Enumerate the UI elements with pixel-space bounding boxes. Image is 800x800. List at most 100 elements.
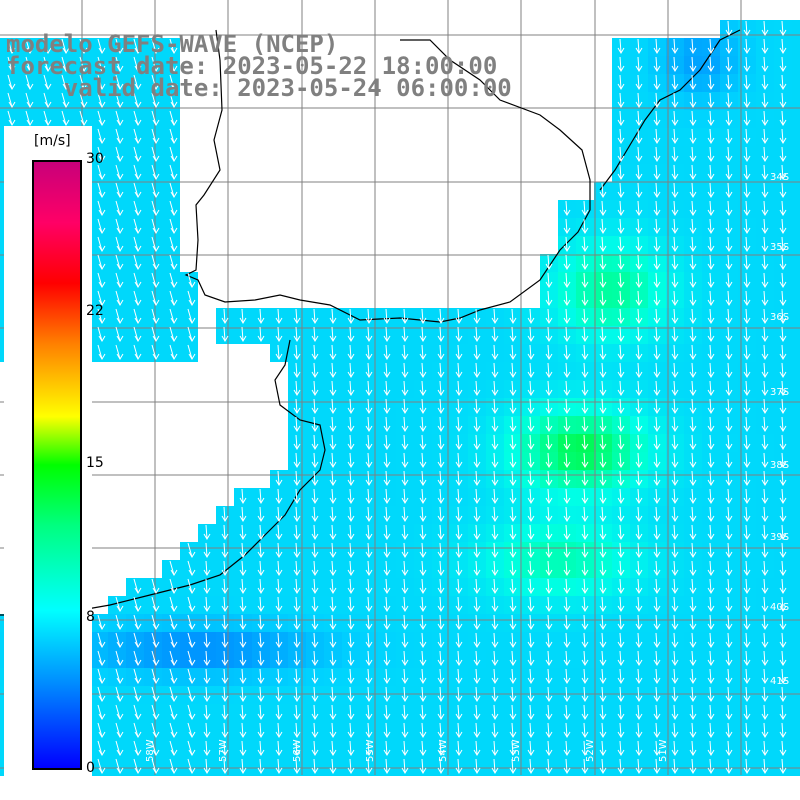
wind-arrow xyxy=(707,218,715,234)
wind-arrow xyxy=(653,506,661,522)
wind-arrow xyxy=(563,272,571,288)
wind-arrow xyxy=(545,344,553,360)
wind-cell xyxy=(90,110,108,128)
wind-arrow xyxy=(221,542,229,558)
wind-arrow xyxy=(61,74,70,90)
wind-arrow xyxy=(671,92,679,108)
wind-cell xyxy=(54,92,72,110)
wind-arrow xyxy=(115,632,124,648)
wind-arrow xyxy=(761,272,769,288)
wind-cell xyxy=(126,668,144,686)
wind-arrow xyxy=(115,344,124,360)
wind-arrow xyxy=(545,254,553,270)
wind-arrow xyxy=(347,668,355,684)
wind-cell xyxy=(180,722,198,740)
wind-arrow xyxy=(725,704,733,720)
wind-arrow xyxy=(437,362,445,378)
wind-arrow xyxy=(97,722,106,738)
wind-cell xyxy=(792,650,800,668)
latitude-label: 38S xyxy=(770,460,789,471)
wind-arrow xyxy=(169,128,178,144)
wind-arrow xyxy=(311,308,319,324)
wind-arrow xyxy=(545,560,553,576)
wind-arrow xyxy=(151,344,160,360)
wind-arrow xyxy=(329,758,337,774)
wind-arrow xyxy=(437,758,445,774)
wind-arrow xyxy=(115,650,124,666)
wind-arrow xyxy=(43,38,52,54)
wind-cell xyxy=(90,704,108,722)
wind-arrow xyxy=(133,326,142,342)
wind-arrow xyxy=(169,596,178,612)
latitude-label: 40S xyxy=(770,602,789,613)
wind-arrow xyxy=(689,236,697,252)
wind-arrow xyxy=(365,578,373,594)
wind-arrow xyxy=(761,668,769,684)
wind-arrow xyxy=(293,632,301,648)
wind-arrow xyxy=(653,596,661,612)
wind-arrow xyxy=(491,650,499,666)
wind-cell xyxy=(792,272,800,290)
wind-arrow xyxy=(473,578,481,594)
wind-cell xyxy=(792,164,800,182)
wind-cell xyxy=(162,74,180,92)
wind-arrow xyxy=(599,416,607,432)
wind-arrow xyxy=(779,398,787,414)
wind-arrow xyxy=(599,704,607,720)
wind-arrow xyxy=(203,758,211,774)
wind-arrow xyxy=(151,92,160,108)
wind-arrow xyxy=(635,434,643,450)
wind-arrow xyxy=(133,308,142,324)
wind-arrow xyxy=(347,686,355,702)
wind-arrow xyxy=(509,650,517,666)
wind-arrow xyxy=(617,578,625,594)
wind-arrow xyxy=(653,668,661,684)
longitude-label: 53W xyxy=(511,739,522,762)
wind-arrow xyxy=(329,380,337,396)
wind-arrow xyxy=(581,272,589,288)
wind-arrow xyxy=(365,686,373,702)
wind-arrow xyxy=(419,632,427,648)
wind-arrow xyxy=(115,272,124,288)
wind-arrow xyxy=(725,614,733,630)
wind-arrow xyxy=(725,452,733,468)
wind-arrow xyxy=(133,290,142,306)
wind-arrow xyxy=(257,722,265,738)
wind-arrow xyxy=(743,128,751,144)
wind-arrow xyxy=(725,362,733,378)
wind-arrow xyxy=(707,200,715,216)
wind-cell xyxy=(90,164,108,182)
wind-arrow xyxy=(365,434,373,450)
wind-arrow xyxy=(527,452,535,468)
wind-cell xyxy=(144,38,162,56)
wind-arrow xyxy=(671,488,679,504)
wind-arrow xyxy=(617,272,625,288)
wind-arrow xyxy=(97,272,106,288)
wind-cell xyxy=(126,650,144,668)
wind-arrow xyxy=(545,362,553,378)
wind-cell xyxy=(108,308,126,326)
wind-arrow xyxy=(527,326,535,342)
wind-arrow xyxy=(635,164,643,180)
wind-arrow xyxy=(509,758,517,774)
wind-cell xyxy=(126,182,144,200)
wind-arrow xyxy=(761,596,769,612)
wind-arrow xyxy=(455,542,463,558)
wind-arrow xyxy=(383,560,391,576)
wind-arrow xyxy=(401,434,409,450)
wind-arrow xyxy=(671,758,679,774)
wind-arrow xyxy=(635,362,643,378)
wind-arrow xyxy=(151,110,160,126)
wind-arrow xyxy=(743,632,751,648)
wind-arrow xyxy=(617,110,625,126)
wind-arrow xyxy=(653,128,661,144)
wind-cell xyxy=(126,110,144,128)
colorbar-tick-8: 8 xyxy=(86,609,95,625)
wind-arrow xyxy=(779,218,787,234)
wind-arrow xyxy=(187,542,196,558)
wind-arrow xyxy=(293,596,301,612)
wind-arrow xyxy=(761,344,769,360)
wind-arrow xyxy=(437,398,445,414)
wind-arrow xyxy=(311,614,319,630)
wind-arrow xyxy=(419,542,427,558)
